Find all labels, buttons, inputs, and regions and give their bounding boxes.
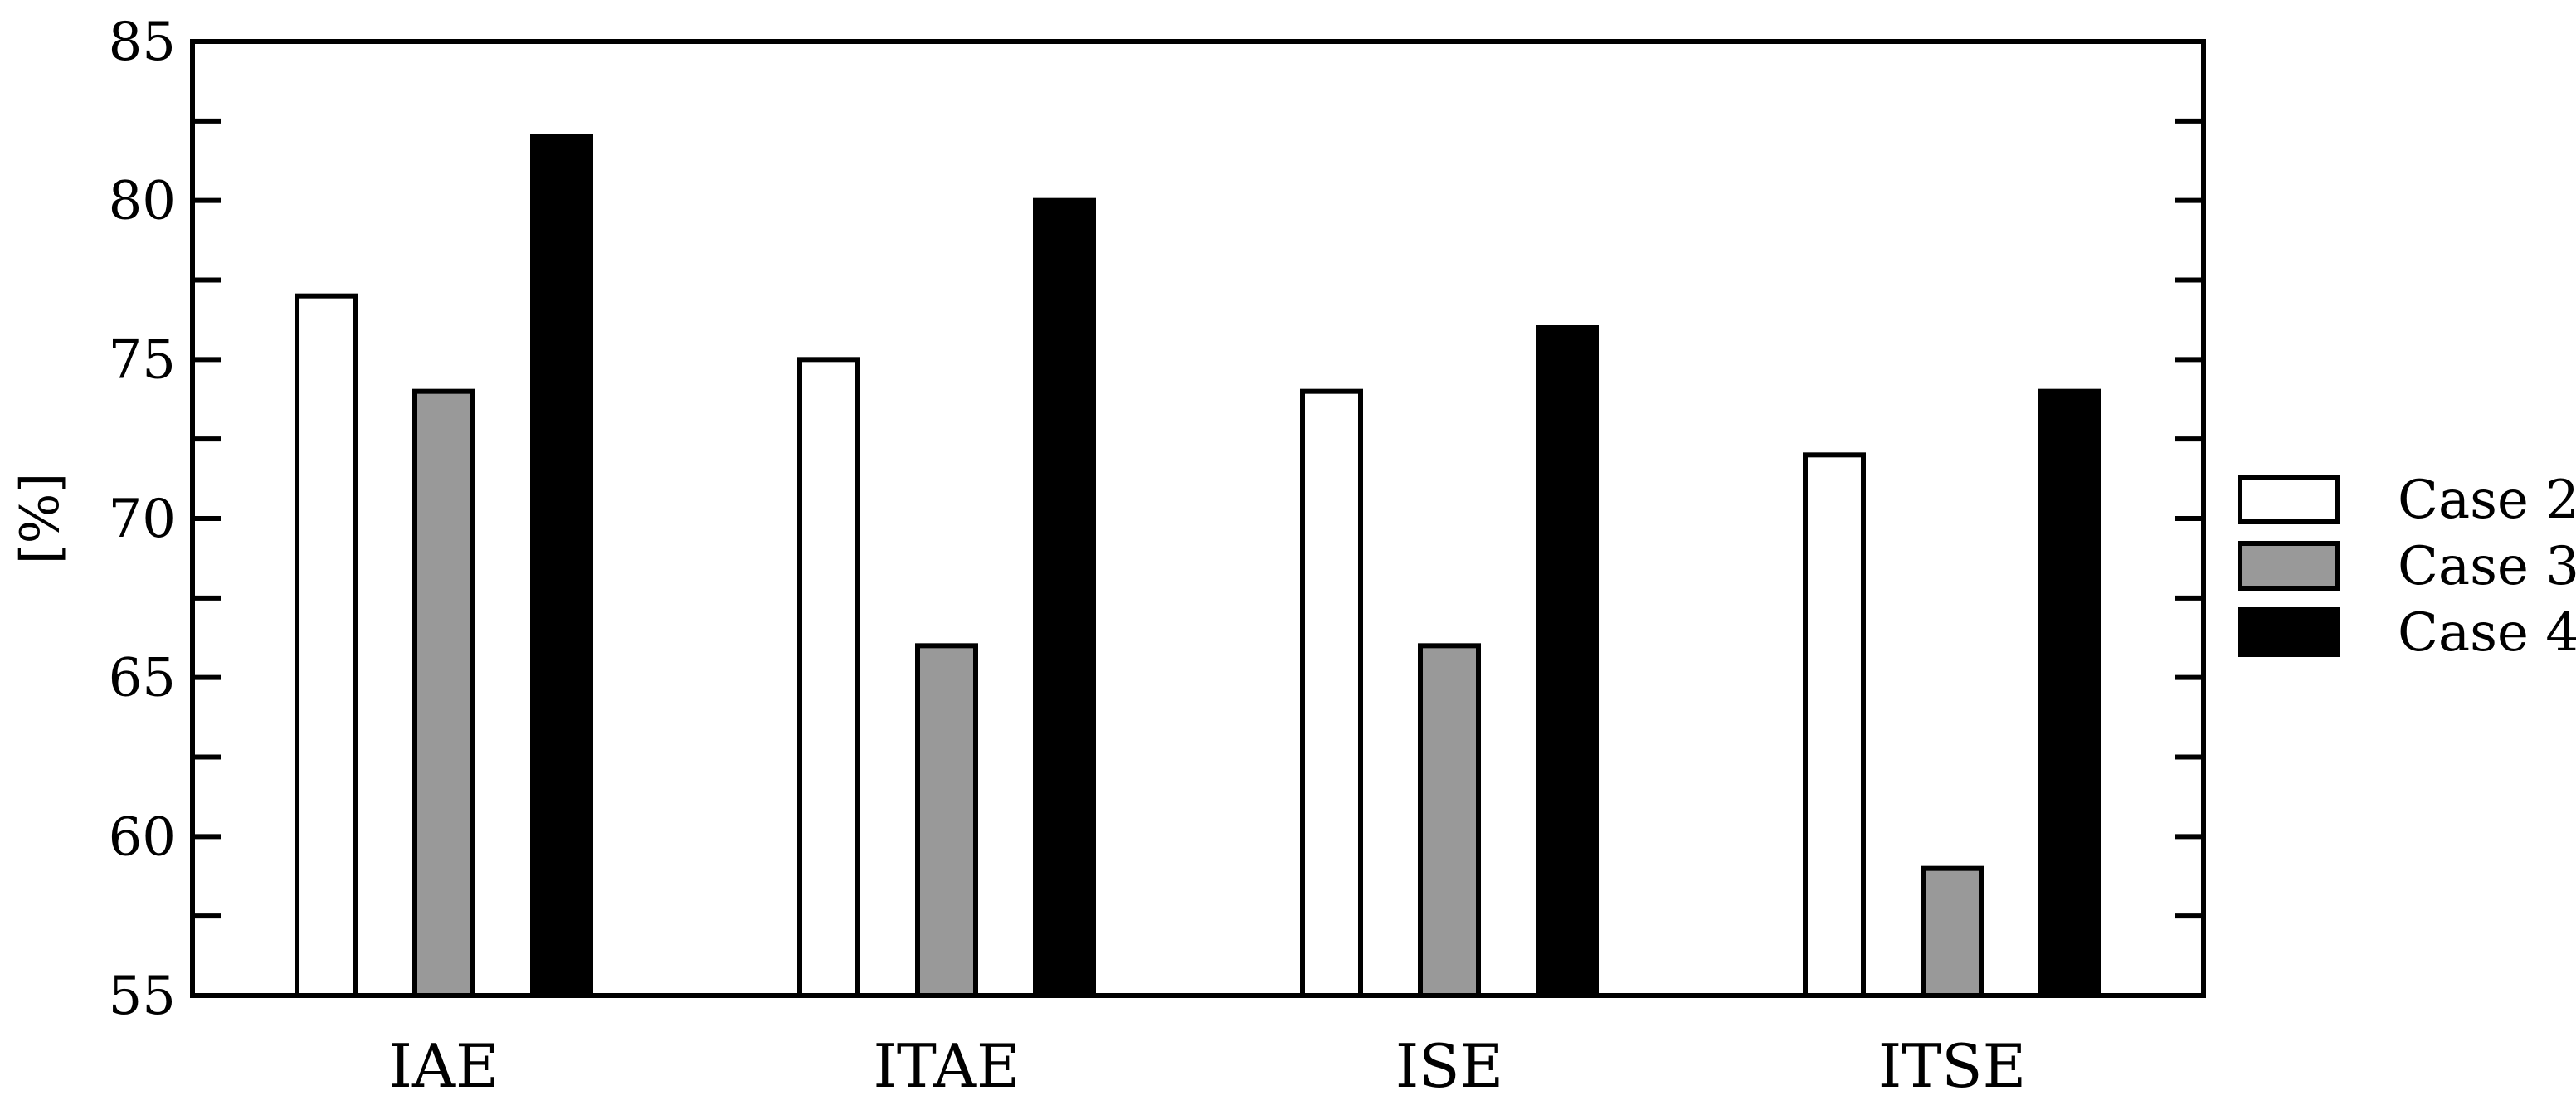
- bars-layer: [295, 134, 2101, 999]
- legend-swatch-case-4: [2238, 607, 2340, 657]
- x-category-label: IAE: [389, 1031, 499, 1101]
- ticks-layer: 55 60 65 70 75 80 85 IAE ITAE ISE ITSE: [109, 12, 2203, 1101]
- bar-case-4-itse: [2038, 388, 2101, 998]
- y-tick-label: 70: [109, 489, 176, 550]
- bar-case-3-iae: [412, 388, 475, 998]
- bar-case-3-ise: [1418, 643, 1481, 998]
- x-category-label: ISE: [1395, 1031, 1503, 1101]
- y-axis-title: [%]: [10, 473, 71, 565]
- bar-case-3-itse: [1921, 865, 1984, 998]
- bar-case-2-itae: [797, 357, 860, 999]
- y-tick-label: 65: [109, 648, 176, 709]
- legend-swatch-case-2: [2238, 475, 2340, 524]
- bar-case-4-ise: [1536, 325, 1599, 998]
- bar-case-4-itae: [1033, 197, 1096, 998]
- plot-frame: [190, 39, 2206, 998]
- bar-case-2-iae: [295, 293, 358, 998]
- bar-case-2-itse: [1803, 452, 1866, 998]
- bar-case-4-iae: [530, 134, 593, 998]
- legend-label: Case 4: [2398, 602, 2576, 664]
- y-tick-label: 60: [109, 806, 176, 868]
- legend-label: Case 3: [2398, 536, 2576, 597]
- x-category-label: ITSE: [1878, 1031, 2026, 1101]
- y-tick-label: 75: [109, 329, 176, 391]
- x-category-label: ITAE: [873, 1031, 1020, 1101]
- y-tick-label: 85: [109, 12, 176, 73]
- legend-swatch-case-3: [2238, 541, 2340, 591]
- y-tick-label: 55: [109, 966, 176, 1027]
- bar-case-2-ise: [1300, 388, 1363, 998]
- bar-case-3-itae: [915, 643, 978, 998]
- y-tick-label: 80: [109, 171, 176, 232]
- legend-label: Case 2: [2398, 470, 2576, 531]
